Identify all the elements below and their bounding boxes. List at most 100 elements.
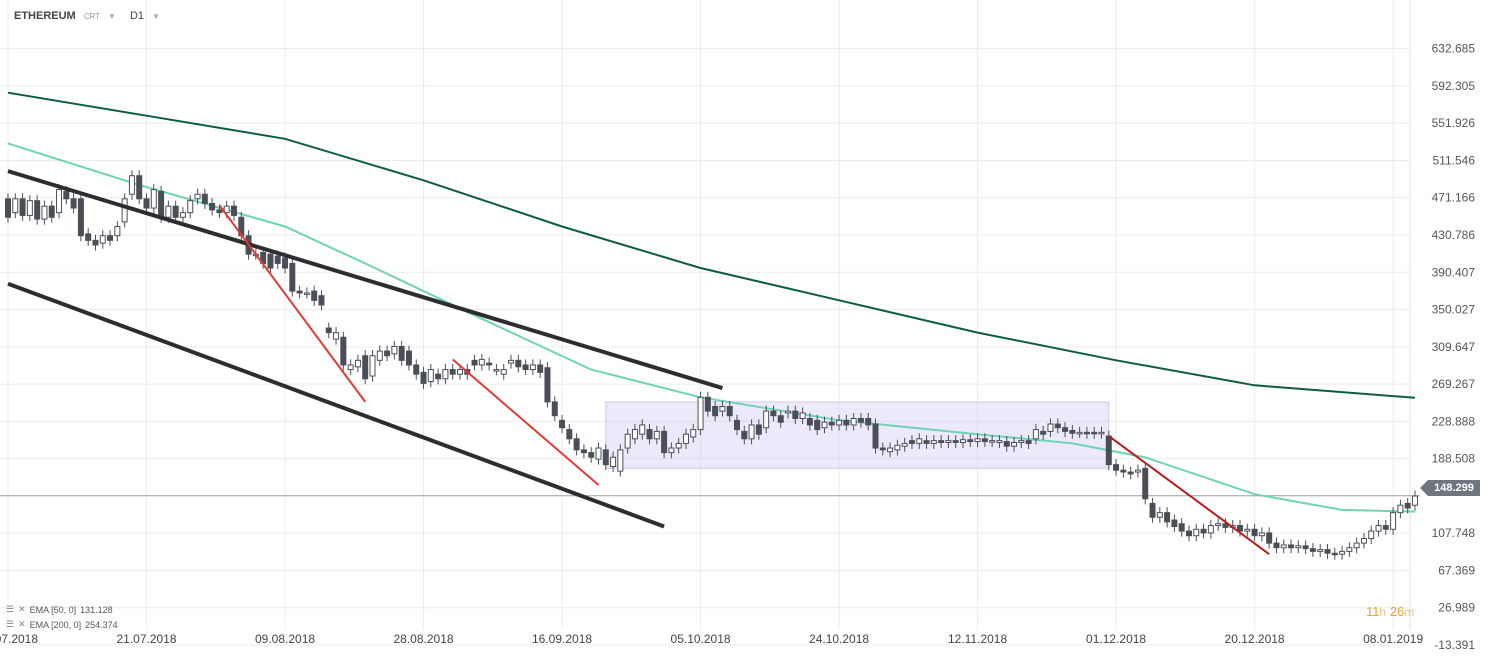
candle-body xyxy=(559,419,566,429)
candle-body xyxy=(216,209,223,214)
candle-body xyxy=(872,423,879,449)
trend-channel-line xyxy=(7,169,724,390)
chevron-down-icon[interactable]: ▼ xyxy=(108,11,116,21)
symbol-label[interactable]: ETHEREUM xyxy=(14,10,76,22)
indicator-legend-ema50[interactable]: ☰ ✕ EMA [50, 0] 131.128 xyxy=(6,604,113,615)
ema200-line xyxy=(7,91,1416,399)
indicator-legend-ema200[interactable]: ☰ ✕ EMA [200, 0] 254.374 xyxy=(6,619,118,630)
candle-body xyxy=(1025,440,1032,444)
candle-body xyxy=(930,440,937,444)
candle-body xyxy=(1353,542,1360,549)
candle-body xyxy=(974,438,981,443)
candle-body xyxy=(901,442,908,447)
candle-body xyxy=(1273,542,1280,549)
candle-body xyxy=(938,440,945,443)
candle-body xyxy=(187,200,194,214)
candle-body xyxy=(362,355,369,380)
candle-body xyxy=(493,369,500,372)
candle-body xyxy=(230,205,237,216)
candle-body xyxy=(639,424,646,435)
candle-body xyxy=(1054,423,1061,429)
y-tick-label: 269.267 xyxy=(1432,377,1476,391)
candle-body xyxy=(486,362,493,366)
candle-body xyxy=(1411,495,1418,506)
candle-body xyxy=(1207,525,1214,534)
candle-body xyxy=(1193,528,1200,537)
candle-body xyxy=(201,193,208,204)
candle-body xyxy=(792,410,799,419)
candle-body xyxy=(1331,552,1338,556)
candle-body xyxy=(712,405,719,417)
candle-body xyxy=(1360,537,1367,544)
candle-body xyxy=(413,364,420,375)
down-move-line xyxy=(1108,435,1270,555)
candle-body xyxy=(1011,441,1018,447)
chart-style-label[interactable]: CRT xyxy=(83,11,101,21)
candle-body xyxy=(19,198,26,216)
candle-body xyxy=(887,447,894,453)
candle-body xyxy=(610,456,617,467)
candle-body xyxy=(442,369,449,380)
candle-body xyxy=(1317,549,1324,552)
down-move-line xyxy=(452,358,600,486)
candle-body xyxy=(143,198,150,209)
candle-body xyxy=(77,198,84,237)
candle-body xyxy=(56,189,63,214)
close-icon[interactable]: ✕ xyxy=(18,604,26,614)
close-icon[interactable]: ✕ xyxy=(18,619,26,629)
candle-body xyxy=(1346,547,1353,552)
candle-body xyxy=(85,233,92,241)
candle-body xyxy=(1382,525,1389,530)
candle-body xyxy=(449,369,456,375)
x-tick-label: 08.01.2019 xyxy=(1363,632,1423,646)
candle-body xyxy=(267,253,274,269)
candle-body xyxy=(1062,427,1069,432)
candle-body xyxy=(1222,523,1229,528)
candle-body xyxy=(471,359,478,366)
candle-body xyxy=(726,405,733,417)
candle-body xyxy=(857,417,864,423)
candle-body xyxy=(865,417,872,426)
candle-body xyxy=(661,430,668,454)
candle-body xyxy=(989,440,996,443)
candle-body xyxy=(646,429,653,440)
candle-body xyxy=(1105,435,1112,466)
chevron-down-icon[interactable]: ▼ xyxy=(152,11,160,21)
candle-body xyxy=(384,350,391,357)
y-tick-label: 350.027 xyxy=(1432,303,1476,317)
candle-body xyxy=(959,439,966,443)
y-tick-label: 551.926 xyxy=(1432,116,1476,130)
timeframe-label[interactable]: D1 xyxy=(129,10,145,22)
y-tick-label: 390.407 xyxy=(1432,265,1476,279)
candle-body xyxy=(34,200,41,220)
candle-body xyxy=(5,198,11,218)
candle-body xyxy=(1003,441,1010,447)
candle-body xyxy=(1040,430,1047,435)
candle-body xyxy=(1018,440,1025,443)
candle-body xyxy=(1390,512,1397,530)
candle-body xyxy=(529,364,536,371)
candle-body xyxy=(1032,429,1039,440)
candle-body xyxy=(894,444,901,451)
candle-body xyxy=(1237,525,1244,532)
candle-body xyxy=(405,350,412,366)
y-tick-label: 430.786 xyxy=(1432,228,1476,242)
candle-body xyxy=(1258,532,1265,537)
candle-body xyxy=(828,421,835,426)
candle-body xyxy=(1185,530,1192,537)
candle-body xyxy=(427,369,434,383)
candle-body xyxy=(333,332,340,340)
candle-body xyxy=(150,189,157,209)
candle-body xyxy=(420,371,427,384)
candle-body xyxy=(194,193,201,200)
candle-body xyxy=(48,205,55,218)
candle-body xyxy=(785,410,792,414)
candle-body xyxy=(63,190,70,200)
current-price-tag: 148.299 xyxy=(1420,480,1480,496)
settings-icon[interactable]: ☰ xyxy=(6,604,15,614)
candle-body xyxy=(551,401,558,417)
settings-icon[interactable]: ☰ xyxy=(6,619,15,629)
candle-body xyxy=(1295,545,1302,549)
